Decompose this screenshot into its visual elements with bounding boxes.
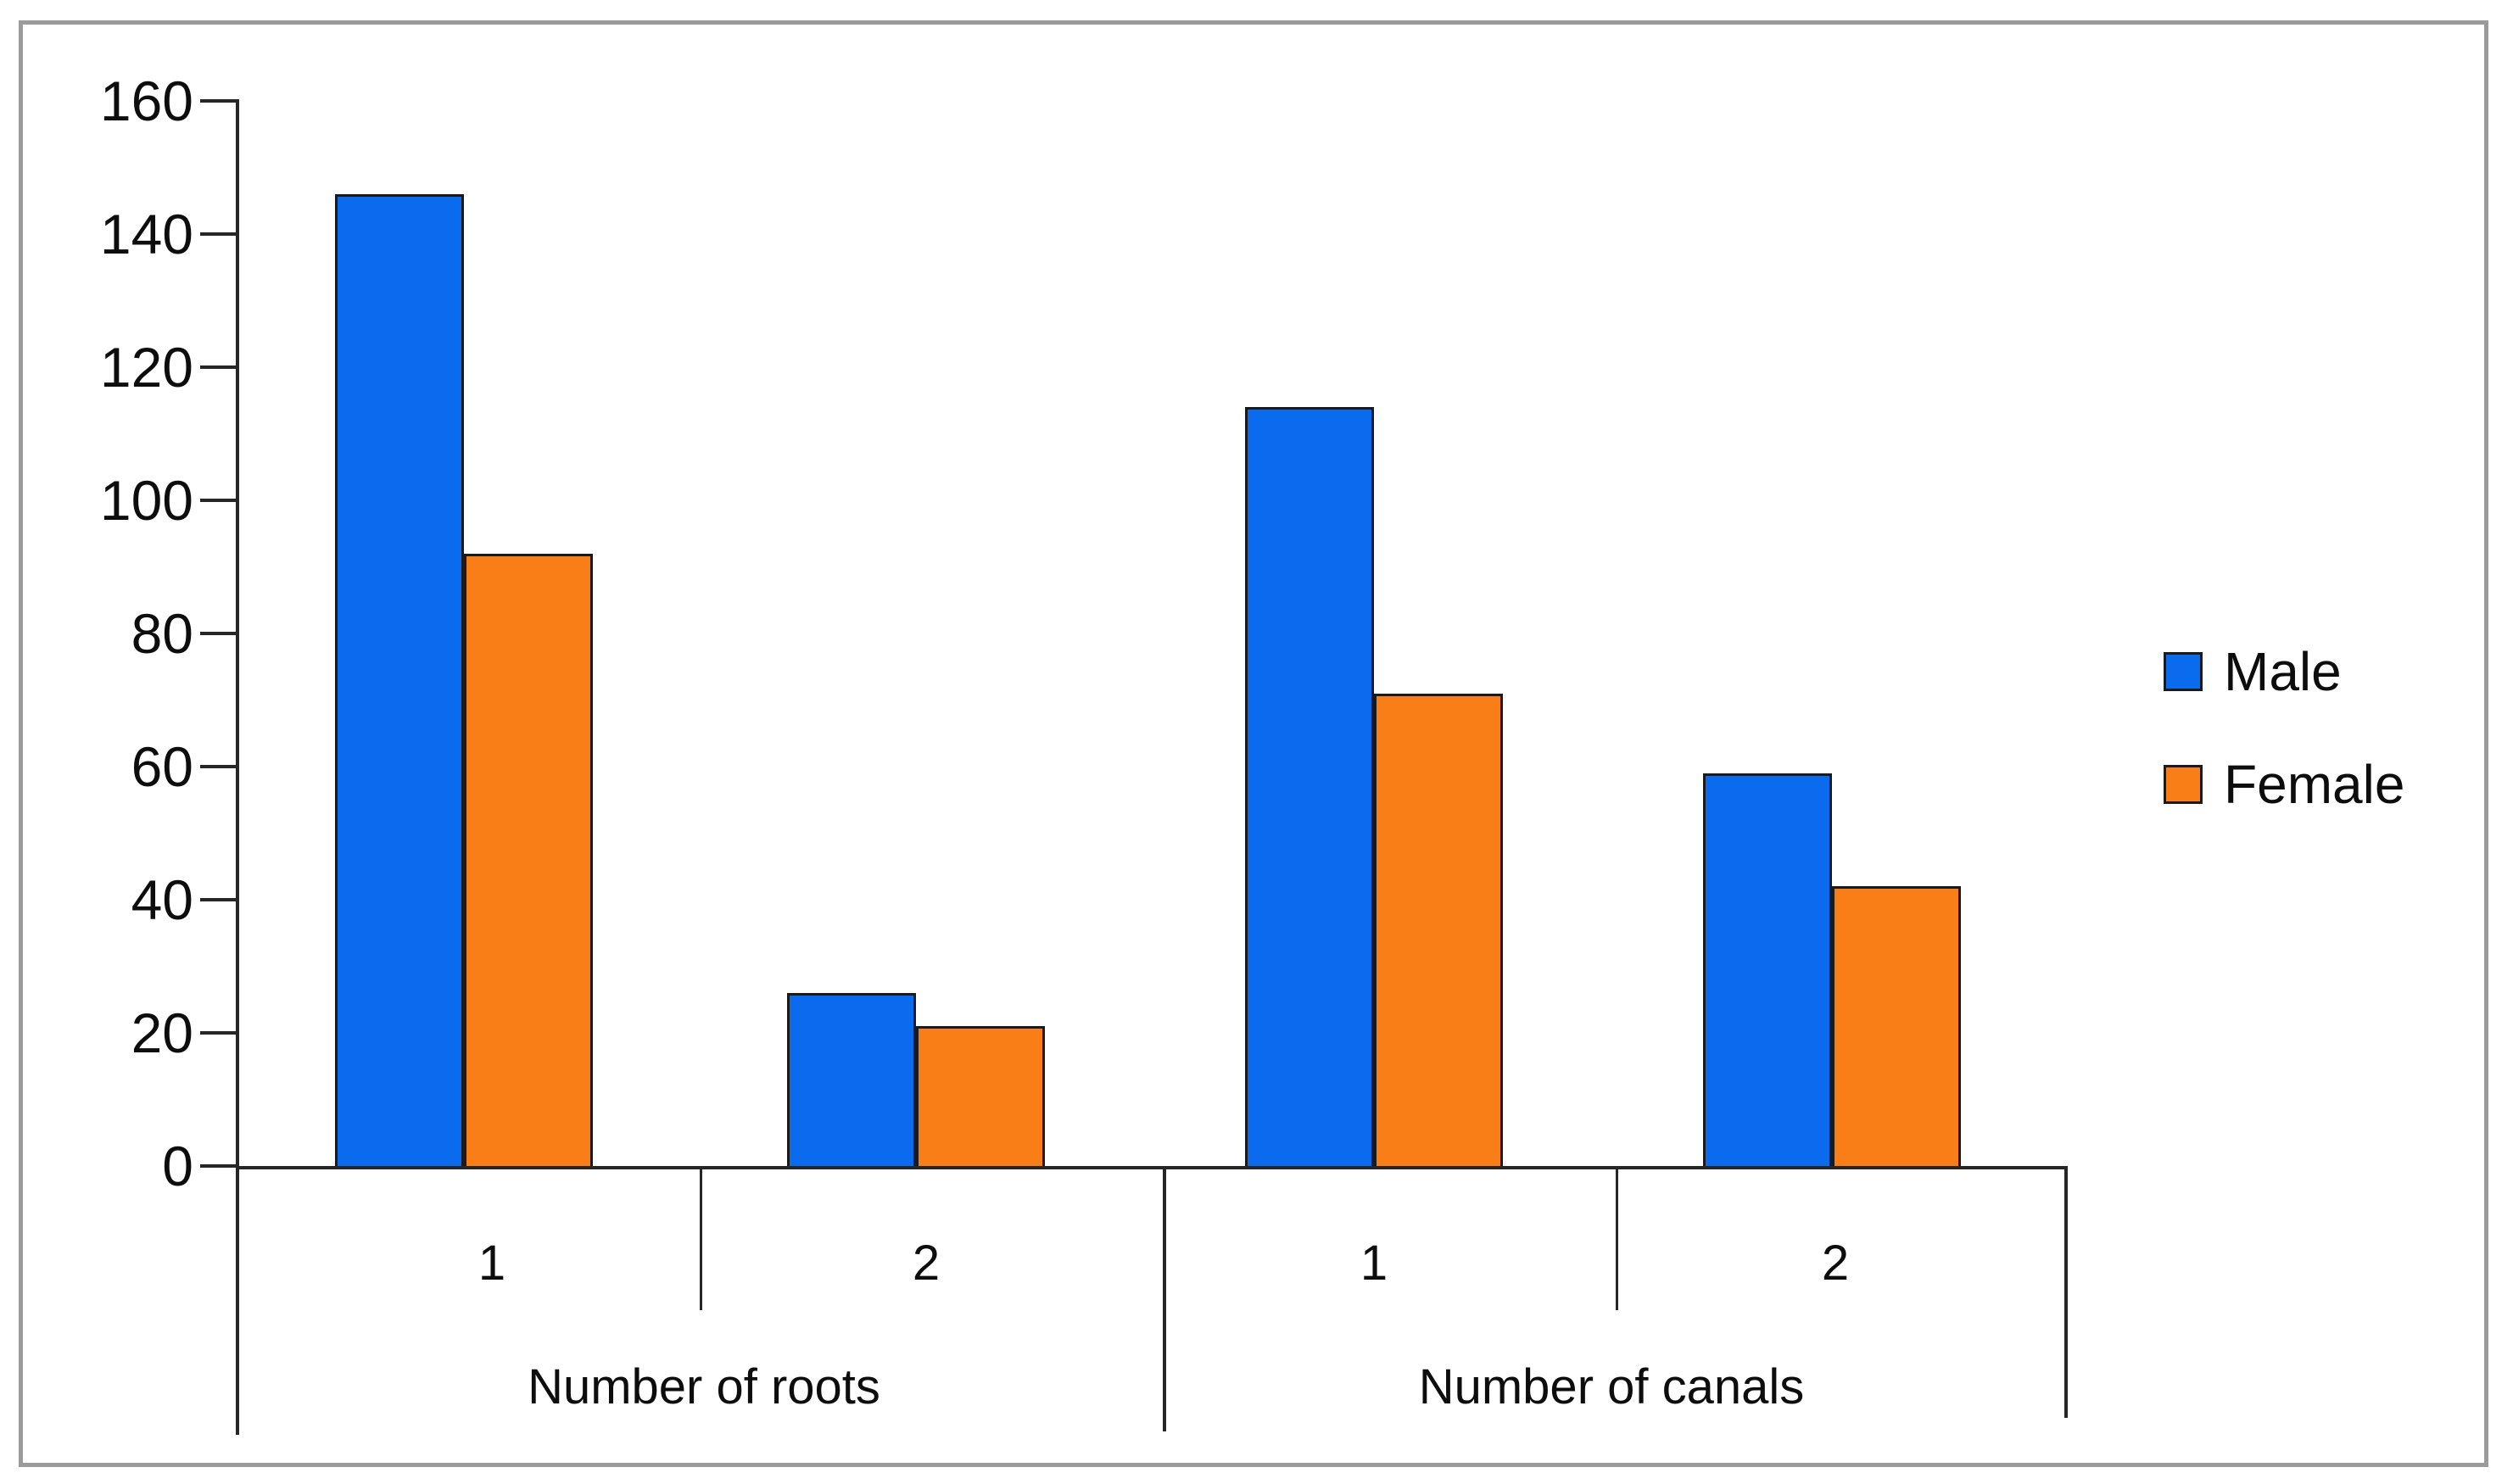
x-group-label: Number of roots — [528, 1359, 880, 1414]
y-tick-mark — [200, 365, 237, 369]
legend-label-male: Male — [2224, 641, 2342, 702]
y-tick-label: 20 — [131, 1001, 193, 1064]
bar-female-group2 — [916, 1026, 1045, 1169]
y-tick-label: 80 — [131, 602, 193, 665]
x-category-label: 1 — [1360, 1236, 1388, 1291]
bar-male-group3 — [1245, 407, 1374, 1169]
x-axis-line — [236, 1166, 2068, 1169]
y-tick-label: 140 — [99, 203, 193, 265]
y-tick-mark — [200, 1031, 237, 1035]
bar-female-group3 — [1374, 693, 1503, 1169]
y-tick-label: 120 — [99, 336, 193, 399]
x-category-label: 2 — [1821, 1236, 1850, 1291]
y-tick-label: 160 — [99, 70, 193, 132]
bar-female-group1 — [464, 553, 593, 1169]
y-tick-mark — [200, 499, 237, 502]
y-tick-mark — [200, 632, 237, 635]
category-divider-roots — [700, 1166, 702, 1310]
y-tick-label: 40 — [131, 868, 193, 931]
y-tick-mark — [200, 99, 237, 103]
x-category-label: 2 — [912, 1236, 941, 1291]
y-tick-mark — [200, 232, 237, 236]
bar-male-group1 — [335, 193, 464, 1169]
axis-right-end-line — [2064, 1166, 2068, 1418]
legend-label-female: Female — [2224, 754, 2405, 815]
legend-swatch-male — [2164, 652, 2203, 691]
y-axis-line — [236, 99, 239, 1435]
bar-female-group4 — [1832, 886, 1961, 1169]
y-tick-label: 100 — [99, 469, 193, 532]
bar-male-group2 — [787, 992, 916, 1169]
x-category-label: 1 — [477, 1236, 506, 1291]
bar-male-group4 — [1703, 773, 1832, 1169]
x-group-label: Number of canals — [1418, 1359, 1805, 1414]
y-tick-mark — [200, 898, 237, 901]
category-divider-canals — [1616, 1166, 1618, 1310]
group-divider — [1163, 1166, 1166, 1431]
y-tick-label: 60 — [131, 735, 193, 798]
y-tick-mark — [200, 765, 237, 768]
y-tick-label: 0 — [162, 1135, 193, 1197]
y-tick-mark — [200, 1164, 237, 1168]
legend-swatch-female — [2164, 765, 2203, 804]
